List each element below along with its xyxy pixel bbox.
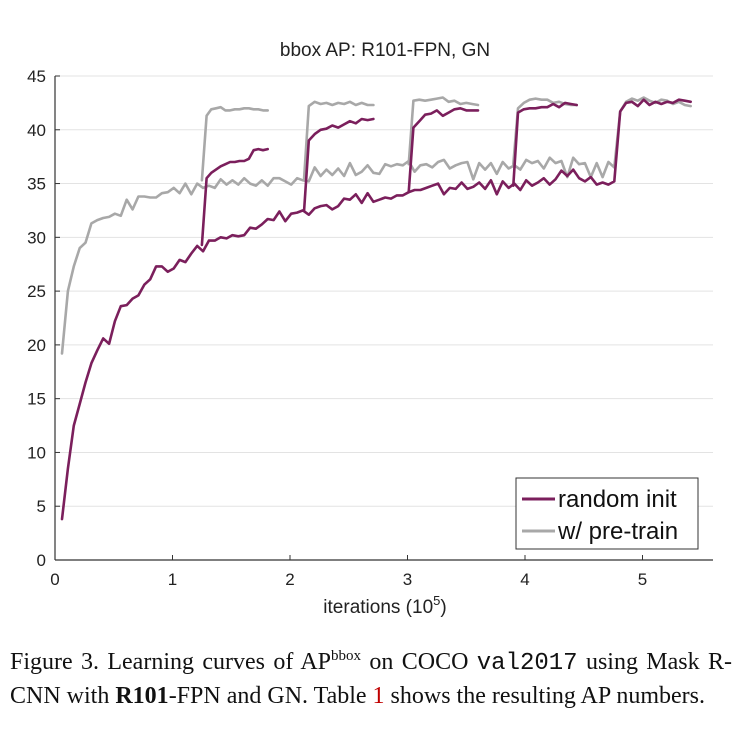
branch-line-random-init-3-9 [511,101,579,187]
caption-mid3: -FPN and GN. Table [168,683,373,709]
x-tick-label-0: 0 [50,570,59,589]
grid-lines [55,75,713,507]
caption-suffix: shows the resulting AP numbers. [384,683,705,709]
y-tick-label-5: 5 [37,497,46,516]
branch-line-w-pre-train-3-01 [407,96,480,166]
series-line-random-init [60,98,693,521]
y-tick-label-25: 25 [27,282,46,301]
figure-caption: Figure 3. Learning curves of APbbox on C… [10,640,732,713]
plot-series [60,96,693,521]
y-tick-label-30: 30 [27,228,46,247]
legend-box [515,477,699,550]
y-tick-label-40: 40 [27,121,46,140]
y-tick-label-0: 0 [37,551,46,570]
series-line-w-pre-train [60,96,693,355]
y-tick-label-35: 35 [27,175,46,194]
branch-line-random-init-3-01 [407,107,480,194]
legend: random init w/ pre-train [515,477,699,550]
x-tick-label-4: 4 [520,570,529,589]
branch-line-random-init-2-12 [302,117,375,212]
caption-mid1: on COCO [361,649,477,675]
x-tick-label-5: 5 [638,570,647,589]
chart-title: bbox AP: R101-FPN, GN [280,40,490,61]
caption-model: R101 [115,683,169,709]
caption-prefix: Figure 3. Learning curves of AP [10,649,332,675]
y-tick-label-20: 20 [27,336,46,355]
x-tick-label-2: 2 [285,570,294,589]
branch-line-w-pre-train-1-25 [200,105,270,182]
y-tick-label-15: 15 [27,390,46,409]
branch-line-w-pre-train-2-12 [302,100,375,180]
y-tick-label-45: 45 [27,67,46,86]
branch-line-random-init-1-25 [200,147,270,247]
legend-label-w-pre-train: w/ pre-train [557,518,678,545]
legend-label-random-init: random init [558,486,677,513]
x-tick-label-1: 1 [168,570,177,589]
caption-table-ref[interactable]: 1 [372,683,385,709]
caption-mid2: using Mask R-CNN with [10,649,732,709]
x-tick-label-3: 3 [403,570,412,589]
caption-dataset: val2017 [476,650,578,677]
y-tick-label-10: 10 [27,443,46,462]
caption-superscript: bbox [331,648,362,664]
x-axis-label: iterations (105) [323,593,446,618]
